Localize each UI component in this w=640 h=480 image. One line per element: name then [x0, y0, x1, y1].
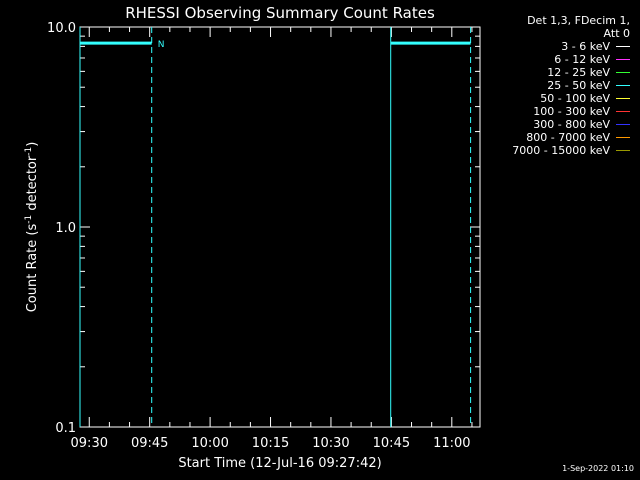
chart-title: RHESSI Observing Summary Count Rates	[125, 4, 435, 22]
legend-swatch	[616, 98, 630, 99]
footer-timestamp: 1-Sep-2022 01:10	[562, 464, 634, 473]
x-axis-tick-labels: 09:30 09:45 10:00 10:15 10:30 10:45 11:00	[71, 436, 471, 451]
legend-item: 6 - 12 keV	[482, 53, 630, 66]
legend-label: 800 - 7000 keV	[526, 131, 610, 144]
legend-swatch	[616, 85, 630, 86]
y-tick-label: 1.0	[55, 221, 76, 236]
x-tick-label: 09:30	[71, 436, 108, 451]
legend-swatch	[616, 137, 630, 138]
y-axis-tick-labels: 10.0 1.0 0.1	[47, 21, 76, 436]
y-tick-label: 10.0	[47, 21, 76, 36]
x-tick-label: 10:00	[191, 436, 228, 451]
plot-frame	[79, 26, 481, 428]
legend-item: 50 - 100 keV	[482, 92, 630, 105]
legend-label: 100 - 300 keV	[533, 105, 610, 118]
legend-swatch	[616, 72, 630, 73]
y-axis-ticks	[80, 26, 480, 428]
legend: Det 1,3, FDecim 1, Att 0 3 - 6 keV 6 - 12…	[482, 14, 630, 157]
legend-header-line-1: Det 1,3, FDecim 1,	[527, 14, 630, 27]
y-tick-label: 0.1	[55, 421, 76, 436]
x-tick-label: 10:30	[312, 436, 349, 451]
legend-item: 3 - 6 keV	[482, 40, 630, 53]
legend-label: 6 - 12 keV	[554, 53, 610, 66]
legend-label: 3 - 6 keV	[561, 40, 610, 53]
annotation-label: N	[158, 40, 165, 50]
legend-label: 12 - 25 keV	[547, 66, 610, 79]
legend-swatch	[616, 150, 630, 151]
x-tick-label: 11:00	[433, 436, 470, 451]
x-tick-label: 09:45	[131, 436, 168, 451]
x-tick-label: 10:45	[373, 436, 410, 451]
y-axis-label: Count Rate (s-1 detector-1)	[24, 142, 40, 313]
legend-swatch	[616, 124, 630, 125]
time-markers	[79, 27, 472, 427]
legend-header-line-2: Att 0	[603, 27, 630, 40]
legend-item: 12 - 25 keV	[482, 66, 630, 79]
legend-label: 50 - 100 keV	[540, 92, 610, 105]
legend-item: 25 - 50 keV	[482, 79, 630, 92]
x-axis-label: Start Time (12-Jul-16 09:27:42)	[178, 456, 381, 471]
x-tick-label: 10:15	[252, 436, 289, 451]
legend-item: 300 - 800 keV	[482, 118, 630, 131]
legend-swatch	[616, 111, 630, 112]
legend-item: 7000 - 15000 keV	[482, 144, 630, 157]
legend-item: 800 - 7000 keV	[482, 131, 630, 144]
legend-swatch	[616, 46, 630, 47]
legend-swatch	[616, 59, 630, 60]
legend-label: 7000 - 15000 keV	[512, 144, 610, 157]
annotations: N	[158, 40, 165, 50]
legend-label: 25 - 50 keV	[547, 79, 610, 92]
x-axis-ticks	[88, 27, 473, 427]
legend-item: 100 - 300 keV	[482, 105, 630, 118]
legend-label: 300 - 800 keV	[533, 118, 610, 131]
